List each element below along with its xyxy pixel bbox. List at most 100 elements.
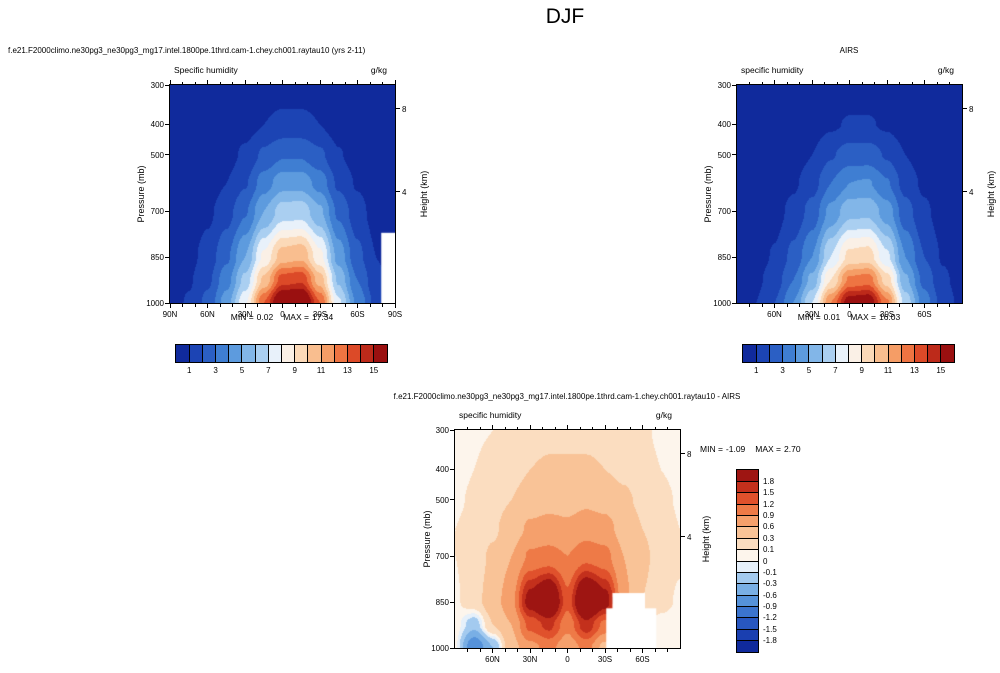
x-minor-tick (554, 649, 556, 652)
x-tick (604, 425, 606, 429)
x-minor-tick (269, 304, 271, 307)
colorbar-cell (914, 345, 928, 362)
x-minor-tick (592, 426, 593, 429)
colorbar-divider (848, 345, 849, 362)
x-tick (849, 304, 850, 308)
x-tick-label: 60S (350, 310, 365, 319)
colorbar-divider (737, 492, 758, 494)
x-tick (492, 425, 493, 429)
x-minor-tick (219, 304, 221, 307)
y-tick (450, 555, 454, 557)
colorbar-label: -0.3 (763, 579, 777, 589)
y-tick (165, 302, 169, 304)
y-tick-label: 500 (717, 150, 731, 160)
colorbar-divider (360, 345, 362, 362)
x-tick (207, 80, 208, 84)
x-minor-tick (654, 649, 656, 652)
x-minor-tick (861, 304, 863, 307)
colorbar-frame (175, 344, 388, 363)
x-minor-tick (629, 426, 631, 429)
panel-model-height-axis-label: Height (km) (419, 170, 429, 218)
colorbar-divider (900, 345, 902, 362)
x-minor-tick (344, 304, 346, 307)
colorbar-label: -0.1 (763, 567, 777, 577)
colorbar-cell (373, 345, 387, 362)
x-tick (849, 80, 850, 84)
x-tick (207, 304, 208, 308)
colorbar-cell (756, 345, 770, 362)
colorbar-label: 1.5 (763, 488, 775, 498)
y-tick-label: 850 (717, 253, 731, 263)
colorbar-label: 7 (266, 366, 271, 375)
x-tick (357, 304, 358, 308)
x-minor-tick (382, 81, 383, 84)
panel-model-title: Specific humidity (174, 65, 238, 75)
y-tick (450, 647, 454, 649)
y-tick (165, 210, 169, 212)
x-tick (642, 425, 643, 429)
colorbar-divider (737, 617, 758, 619)
x-tick (244, 80, 246, 84)
colorbar-divider (215, 345, 217, 362)
colorbar-label: 0.3 (763, 533, 775, 543)
x-minor-tick (504, 426, 506, 429)
x-minor-tick (861, 81, 863, 84)
height-tick-label: 4 (969, 187, 974, 197)
x-tick (282, 304, 283, 308)
colorbar-cell (294, 345, 308, 362)
y-tick-label: 400 (150, 120, 164, 130)
colorbar-divider (737, 560, 758, 562)
colorbar-cell (202, 345, 216, 362)
x-tick-label: 0 (847, 310, 852, 319)
x-minor-tick (617, 649, 618, 652)
contour-plot-model (170, 85, 395, 303)
x-tick (282, 80, 283, 84)
x-minor-tick (294, 81, 296, 84)
colorbar-label: 1 (186, 366, 192, 375)
colorbar-cell (822, 345, 836, 362)
colorbar-divider (737, 628, 758, 630)
colorbar-divider (737, 606, 758, 607)
x-minor-tick (307, 81, 308, 84)
y-tick-label: 700 (435, 552, 449, 562)
colorbar-cell (737, 504, 758, 516)
x-minor-tick (479, 649, 481, 652)
colorbar-divider (927, 345, 929, 362)
colorbar-divider (228, 345, 230, 362)
colorbar-divider (267, 345, 269, 362)
colorbar-divider (737, 526, 758, 528)
colorbar-divider (795, 345, 797, 362)
colorbar-label: -1.2 (763, 613, 777, 623)
max-label: MAX = (283, 312, 309, 322)
colorbar-divider (737, 583, 758, 585)
x-tick-label: 30S (597, 655, 613, 664)
min-label: MIN = (230, 312, 254, 322)
x-minor-tick (911, 81, 913, 84)
x-minor-tick (911, 304, 913, 307)
x-minor-tick (629, 649, 631, 652)
colorbar-cell (737, 470, 758, 482)
x-tick-label: 60S (917, 310, 932, 319)
max-value: 2.70 (784, 444, 801, 454)
colorbar-label: -0.9 (763, 602, 777, 611)
x-minor-tick (182, 81, 183, 84)
x-minor-tick (874, 304, 875, 307)
x-minor-tick (479, 426, 481, 429)
x-tick (169, 304, 171, 308)
x-minor-tick (257, 81, 258, 84)
x-tick-label: 0 (280, 310, 285, 319)
colorbar-label: 9 (859, 366, 864, 375)
x-minor-tick (899, 81, 900, 84)
colorbar-divider (737, 503, 758, 505)
x-minor-tick (579, 426, 581, 429)
x-minor-tick (332, 304, 333, 307)
panel-diff-units: g/kg (655, 410, 672, 420)
colorbar-cell (737, 538, 758, 550)
y-tick-label: 300 (717, 81, 731, 90)
colorbar-cell (281, 345, 295, 362)
panel-airs-minmax: MIN = 0.01 MAX = 16.03 (798, 312, 900, 322)
colorbar-divider (333, 345, 335, 362)
colorbar-divider (294, 345, 296, 362)
y-tick-label: 1000 (146, 299, 164, 308)
colorbar-cell (782, 345, 796, 362)
